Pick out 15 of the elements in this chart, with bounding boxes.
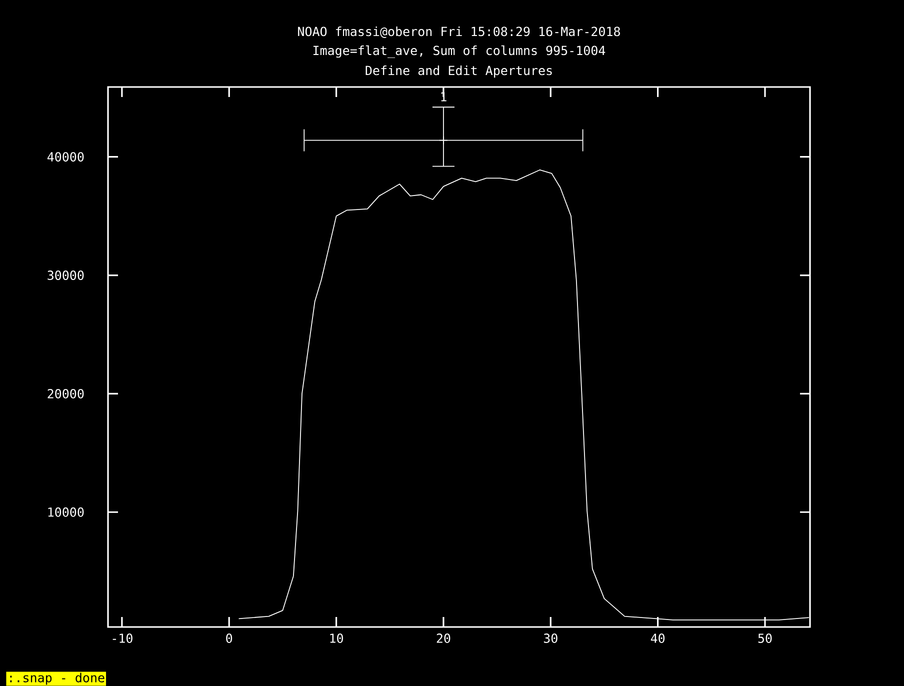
x-tick-label: -10	[112, 634, 132, 643]
text: :.snap - done	[10, 672, 104, 685]
y-tick-label: 20000	[48, 388, 84, 398]
chart-subtitle: Image=flat_ave, Sum of columns 995-1004	[313, 45, 606, 58]
x-tick-label: 10	[330, 634, 344, 643]
chart-title: NOAO fmassi@oberon Fri 15:08:29 16-Mar-2018	[298, 26, 620, 38]
y-tick-label: 10000	[48, 507, 84, 517]
x-tick-label: 40	[650, 634, 665, 643]
x-tick-label: 0	[226, 634, 232, 643]
y-tick-label: 40000	[47, 152, 84, 162]
y-tick-label: 30000	[48, 270, 84, 280]
x-tick-label: 50	[758, 634, 772, 643]
text: Define and Edit Apertures	[366, 65, 552, 78]
x-tick-label: 20	[436, 634, 450, 643]
x-tick-label: 30	[544, 634, 558, 643]
